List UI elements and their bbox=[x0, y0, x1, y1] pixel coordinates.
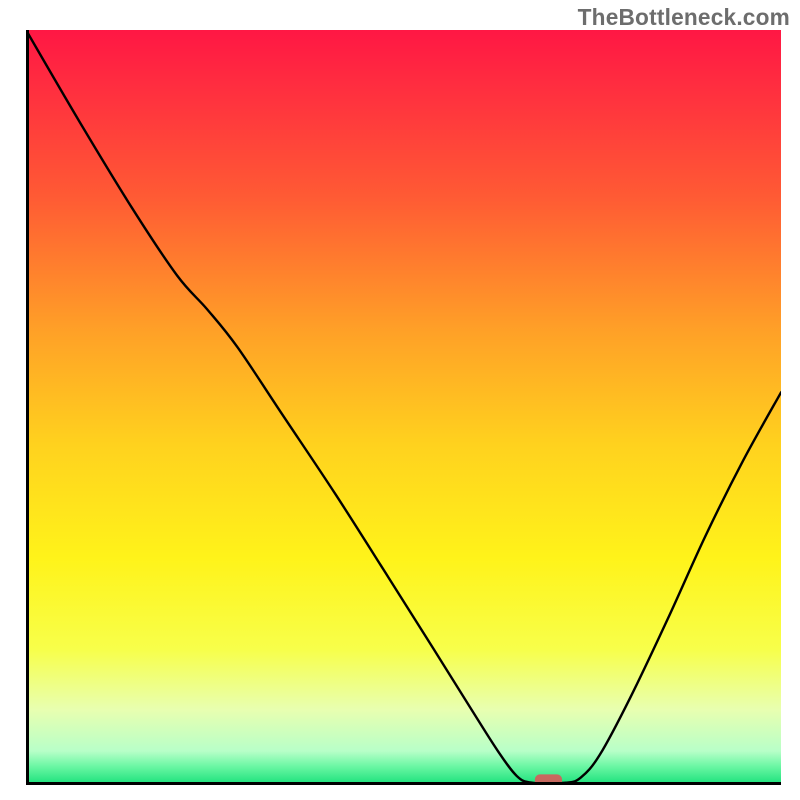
chart-background bbox=[26, 30, 781, 785]
chart-svg bbox=[26, 30, 781, 785]
chart-plot-box bbox=[26, 30, 781, 785]
watermark-label: TheBottleneck.com bbox=[578, 4, 790, 31]
chart-frame: TheBottleneck.com bbox=[0, 0, 800, 800]
